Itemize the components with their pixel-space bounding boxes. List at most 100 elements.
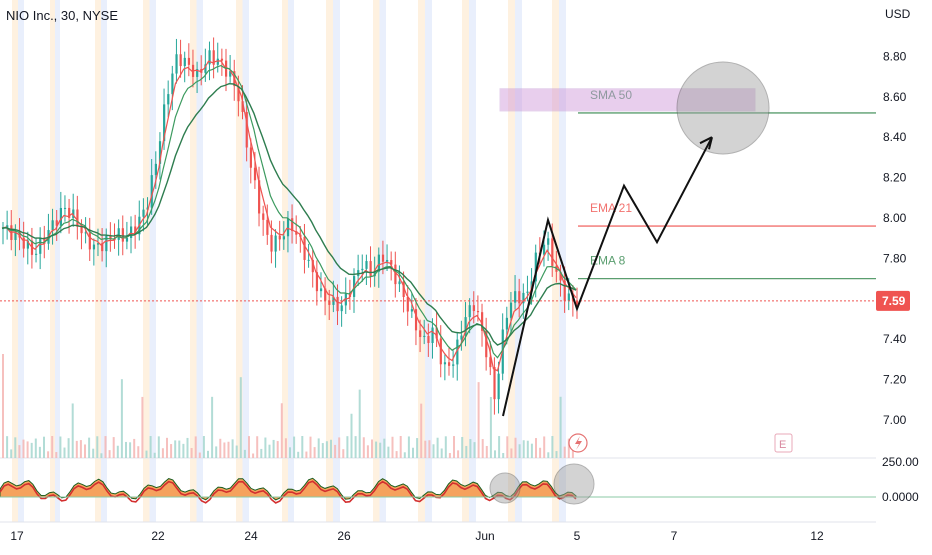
volume-bar — [448, 453, 451, 458]
volume-bar — [371, 439, 373, 458]
indicator-label: SMA 50 — [590, 88, 632, 102]
candle-body — [456, 339, 459, 365]
volume-bar — [293, 436, 296, 458]
candle-body — [542, 244, 546, 255]
volume-bar — [420, 403, 423, 458]
volume-bar — [309, 436, 312, 458]
x-tick-label: 17 — [10, 529, 24, 543]
volume-bar — [354, 436, 357, 458]
volume-bar — [432, 444, 435, 458]
session-stripe-blue — [18, 0, 24, 522]
volume-bar — [305, 451, 308, 458]
x-tick-label: 24 — [244, 529, 258, 543]
volume-bar — [358, 389, 361, 458]
candle-body — [158, 141, 162, 164]
candle-body — [336, 296, 339, 312]
volume-bar — [100, 453, 103, 458]
volume-bar — [223, 442, 226, 458]
candle-body — [30, 240, 34, 255]
candle-body — [183, 57, 186, 67]
candle-body — [547, 238, 550, 245]
candle-body — [295, 231, 298, 235]
candle-body — [258, 180, 261, 214]
session-stripe-orange — [373, 0, 380, 522]
candle-body — [249, 147, 252, 168]
candle-body — [220, 58, 224, 61]
volume-bar — [559, 396, 562, 458]
candle-body — [563, 280, 566, 301]
volume-bar — [170, 444, 173, 458]
earnings-marker-icon[interactable] — [774, 433, 793, 453]
volume-bar — [248, 436, 250, 458]
volume-bar — [133, 438, 136, 458]
volume-bar — [272, 439, 275, 458]
volume-bar — [10, 449, 13, 458]
volume-bar — [34, 438, 37, 458]
oscillator-tick-label: 250.00 — [882, 455, 919, 469]
candle-body — [398, 281, 401, 285]
y-tick-label: 8.20 — [883, 171, 907, 185]
candle-body — [460, 335, 463, 340]
indicator-label: EMA 8 — [590, 254, 626, 268]
volume-bar — [526, 440, 529, 458]
candle-body — [55, 220, 58, 226]
y-tick-label: 7.20 — [883, 373, 907, 387]
volume-bar — [239, 377, 242, 458]
volume-bar — [375, 441, 378, 458]
volume-bar — [79, 440, 82, 458]
volume-bar — [555, 451, 558, 458]
session-stripe-blue — [515, 0, 522, 522]
volume-bar — [88, 437, 91, 458]
candle-body — [315, 272, 319, 292]
volume-bar — [202, 436, 205, 458]
volume-bar — [215, 446, 218, 458]
volume-bar — [383, 438, 386, 458]
volume-bar — [530, 443, 533, 458]
candle-body — [216, 58, 219, 65]
y-tick-label: 8.40 — [883, 130, 907, 144]
candle-body — [319, 288, 323, 292]
volume-bar — [231, 439, 234, 458]
candle-body — [167, 94, 170, 105]
candle-body — [63, 207, 67, 209]
volume-bar — [342, 449, 345, 458]
volume-bar — [30, 442, 33, 458]
candle-body — [514, 291, 517, 303]
volume-bar — [71, 403, 74, 458]
y-tick-label: 8.60 — [883, 90, 907, 104]
volume-bar — [321, 443, 324, 458]
volume-bar — [334, 444, 337, 458]
candle-body — [410, 309, 414, 312]
candle-body — [567, 293, 570, 301]
volume-bar — [55, 452, 58, 458]
volume-bar — [63, 447, 66, 458]
volume-bar — [551, 436, 554, 458]
volume-bar — [481, 439, 484, 458]
volume-bar — [494, 450, 496, 458]
volume-bar — [96, 436, 99, 458]
candle-body — [497, 373, 500, 400]
candle-body — [51, 220, 54, 231]
candle-body — [26, 240, 29, 249]
volume-bar — [465, 445, 468, 458]
session-stripe-blue — [196, 0, 203, 522]
x-tick-label: 12 — [810, 529, 824, 543]
candle-body — [386, 260, 389, 262]
candle-body — [59, 207, 63, 226]
projection-path — [502, 136, 713, 417]
candle-body — [171, 73, 174, 95]
session-stripe-orange — [462, 0, 469, 522]
candle-body — [96, 243, 100, 245]
volume-bar — [379, 442, 382, 458]
volume-bar — [198, 452, 201, 458]
volume-bar — [104, 436, 107, 458]
volume-bar — [112, 437, 115, 458]
volume-bar — [301, 436, 304, 458]
candle-body — [414, 309, 418, 331]
volume-bar — [174, 440, 177, 458]
volume-bar — [38, 446, 41, 458]
volume-bar — [440, 448, 443, 458]
volume-bar — [276, 441, 279, 458]
